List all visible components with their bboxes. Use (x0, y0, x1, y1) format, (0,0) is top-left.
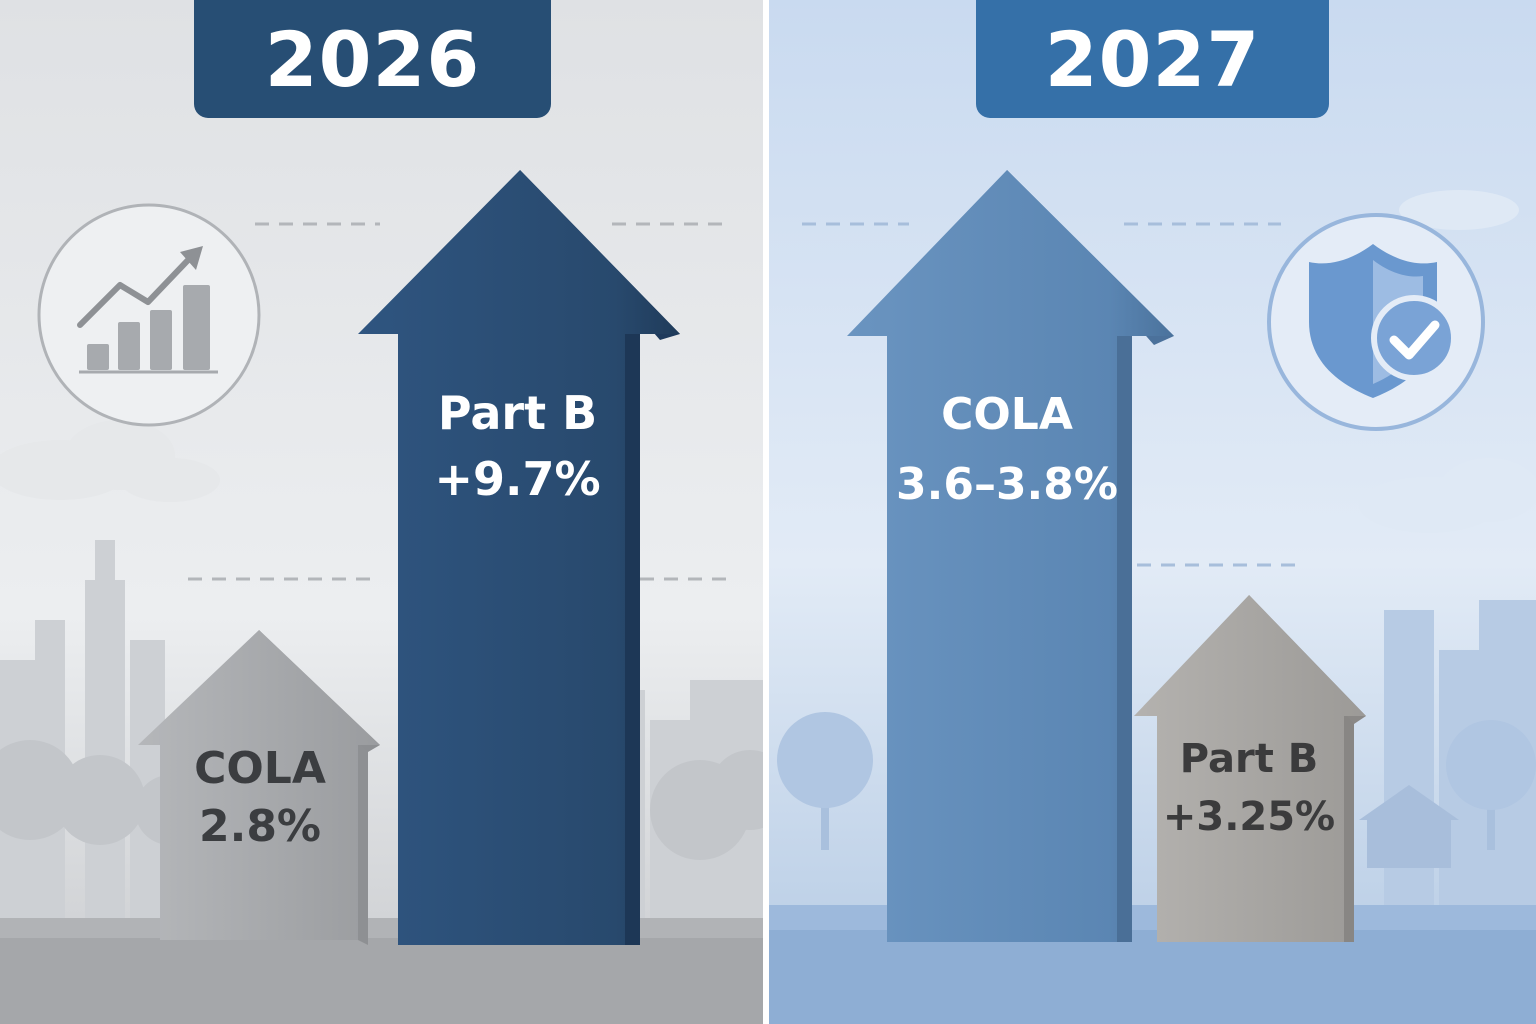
shield-check-icon (1267, 213, 1485, 431)
arrow-cola-2026 (138, 630, 380, 945)
city-skyline (1384, 600, 1536, 940)
arrow-title: Part B (437, 386, 598, 440)
guide-lines (802, 222, 1305, 567)
trees (777, 712, 1536, 850)
trending-chart-icon (37, 203, 261, 427)
arrow-partb-2027 (1134, 595, 1366, 942)
arrow-value: +3.25% (1162, 794, 1336, 840)
panel-2027: 2027 COLA 3.6–3.8% Part B +3.25% (769, 0, 1536, 1024)
panel-2026-scene (0, 0, 763, 1024)
arrow-label-partb-2027: Part B +3.25% (1154, 730, 1344, 846)
arrow-title: Part B (1179, 736, 1319, 782)
arrow-value: 2.8% (198, 801, 322, 852)
panel-2026: 2026 COLA 2.8% Part B +9.7% (0, 0, 763, 1024)
arrow-label-cola-2027: COLA 3.6–3.8% (887, 380, 1127, 520)
panel-divider (763, 0, 769, 1024)
year-badge-2027: 2027 (976, 0, 1329, 118)
arrow-partb-2026 (358, 170, 680, 945)
house (1359, 785, 1459, 868)
clouds (0, 420, 220, 502)
arrow-title: COLA (194, 743, 326, 794)
arrow-value: +9.7% (434, 452, 601, 506)
arrow-label-partb-2026: Part B +9.7% (405, 380, 630, 512)
panel-2027-scene (769, 0, 1536, 1024)
arrow-label-cola-2026: COLA 2.8% (170, 740, 350, 856)
arrow-title: COLA (941, 389, 1073, 440)
clouds (1359, 190, 1536, 533)
guide-lines (188, 222, 732, 581)
arrow-value: 3.6–3.8% (896, 459, 1118, 510)
year-badge-2026: 2026 (194, 0, 551, 118)
arrow-cola-2027 (847, 170, 1174, 942)
